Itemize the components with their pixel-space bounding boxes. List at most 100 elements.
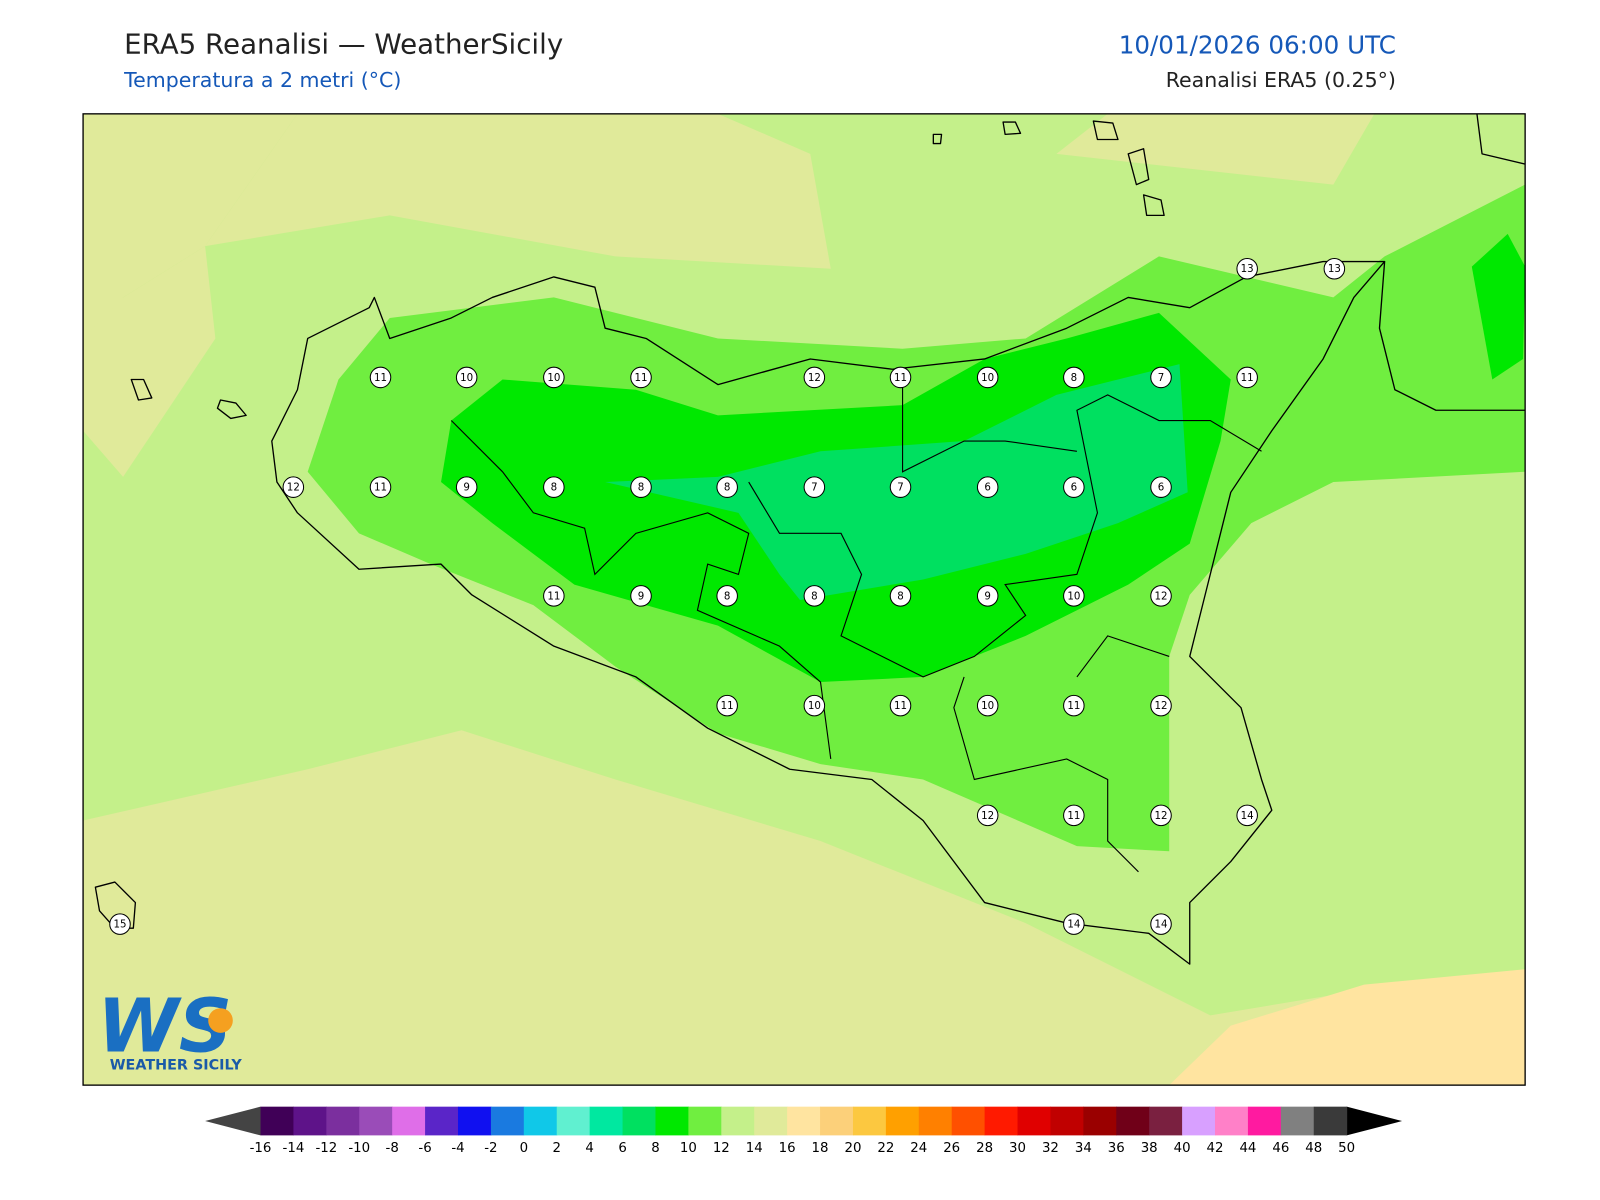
station-value: 10 <box>808 700 821 712</box>
station: 7 <box>803 476 826 498</box>
colorbar-box <box>1017 1106 1051 1136</box>
station-value: 8 <box>724 482 731 494</box>
colorbar-tick-label: -14 <box>283 1141 305 1156</box>
colorbar-tick-label: 44 <box>1239 1141 1256 1156</box>
station-marker <box>630 476 652 498</box>
colorbar-tick-label: -2 <box>484 1141 497 1156</box>
station-marker <box>889 585 912 607</box>
logo-mark: WS <box>97 983 232 1069</box>
station-marker <box>803 476 826 498</box>
station-marker <box>889 694 912 717</box>
station-value: 12 <box>981 810 994 822</box>
colorbar-box <box>490 1106 525 1136</box>
colorbar-tick-label: 4 <box>585 1141 593 1156</box>
station: 11 <box>630 366 652 389</box>
station-marker <box>889 366 912 389</box>
station-layer: 13 13 11 10 10 11 12 11 10 8 7 11 12 11 9 8 8 8 7 7 6 6 6 11 9 8 8… <box>109 257 1346 935</box>
station-marker <box>1323 257 1346 280</box>
colorbar-tick-label: -4 <box>451 1141 464 1156</box>
colorbar-tick-label: 42 <box>1207 1141 1224 1156</box>
station: 11 <box>369 366 392 389</box>
station: 8 <box>803 585 826 607</box>
colorbar-tick-label: 24 <box>910 1141 927 1156</box>
station: 14 <box>1150 913 1172 935</box>
colorbar-box <box>556 1106 591 1136</box>
station-value: 8 <box>1071 372 1078 384</box>
station-value: 6 <box>1158 482 1165 494</box>
station-value: 15 <box>113 919 126 931</box>
colorbar-tick-label: 46 <box>1272 1141 1289 1156</box>
band <box>1056 113 1375 185</box>
band <box>1169 969 1526 1086</box>
colorbar-box <box>523 1106 558 1136</box>
station: 12 <box>803 366 826 389</box>
station-marker <box>1150 694 1172 717</box>
station-marker <box>455 366 478 389</box>
colorbar-box <box>359 1106 393 1136</box>
station-value: 11 <box>721 700 734 712</box>
station-value: 11 <box>1241 372 1254 384</box>
station: 11 <box>543 585 565 607</box>
colorbar-box <box>293 1106 327 1136</box>
colorbar-tick-label: -16 <box>250 1141 272 1156</box>
station-value: 9 <box>984 590 991 602</box>
colorbar-tick-label: 10 <box>680 1141 697 1156</box>
station-marker <box>369 366 392 389</box>
colorbar-tick-label: 12 <box>713 1141 730 1156</box>
station-value: 11 <box>894 700 907 712</box>
colorbar-box <box>1050 1106 1084 1136</box>
colorbar-box <box>754 1106 788 1136</box>
station-value: 8 <box>811 590 818 602</box>
colorbar-box <box>1280 1106 1315 1136</box>
station: 7 <box>1150 366 1172 389</box>
colorbar-box <box>1215 1106 1249 1136</box>
station-marker <box>803 585 826 607</box>
band <box>205 113 831 269</box>
colorbar-tick-label: 32 <box>1042 1141 1059 1156</box>
colorbar-box <box>622 1106 656 1136</box>
station: 10 <box>543 366 565 389</box>
colorbar-tick-label: -8 <box>386 1141 399 1156</box>
station: 12 <box>1150 585 1172 607</box>
colorbar: -16 -14 -12 -10 -8 -6 -4 -2 0 2 4 6 8 10 12 14 16 18 20 22 2… <box>205 1106 1403 1156</box>
station: 10 <box>803 694 826 717</box>
station-value: 13 <box>1328 263 1341 275</box>
station-value: 8 <box>638 482 645 494</box>
datetime: 10/01/2026 06:00 UTC <box>1119 30 1396 59</box>
station: 10 <box>455 366 478 389</box>
station-value: 11 <box>635 372 648 384</box>
colorbar-box <box>1247 1106 1282 1136</box>
title: ERA5 Reanalisi — WeatherSicily <box>124 27 563 60</box>
station: 12 <box>282 476 305 498</box>
coastline <box>271 260 1386 965</box>
colorbar-tick-label: 30 <box>1009 1141 1026 1156</box>
station-value: 11 <box>1067 700 1080 712</box>
station-marker <box>1063 476 1085 498</box>
station-value: 11 <box>374 482 387 494</box>
station-marker <box>1150 476 1172 498</box>
station-marker <box>1236 366 1258 389</box>
station-marker <box>716 585 738 607</box>
station-marker <box>1063 913 1085 935</box>
station-value: 8 <box>551 482 558 494</box>
station: 11 <box>369 476 392 498</box>
colorbar-tick-label: 8 <box>651 1141 659 1156</box>
colorbar-tick-label: 38 <box>1141 1141 1158 1156</box>
station-marker <box>109 913 131 935</box>
station-marker <box>889 476 912 498</box>
colorbar-box <box>425 1106 459 1136</box>
colorbar-box <box>1116 1106 1150 1136</box>
colorbar-tick-label: 16 <box>779 1141 796 1156</box>
station-marker <box>1063 366 1085 389</box>
colorbar-box <box>655 1106 689 1136</box>
station-marker <box>1150 913 1172 935</box>
station: 9 <box>455 476 478 498</box>
band <box>1471 233 1526 380</box>
colorbar-box <box>787 1106 821 1136</box>
station-marker <box>1236 257 1258 280</box>
station: 13 <box>1323 257 1346 280</box>
station-marker <box>803 694 826 717</box>
colorbar-box <box>1083 1106 1117 1136</box>
